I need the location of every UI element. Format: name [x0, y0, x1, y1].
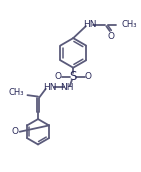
Text: NH: NH — [60, 83, 74, 92]
Text: O: O — [84, 72, 92, 81]
Text: CH₃: CH₃ — [8, 88, 24, 97]
Text: HN: HN — [83, 20, 96, 29]
Text: O: O — [55, 72, 62, 81]
Text: O: O — [11, 127, 18, 136]
Text: O: O — [107, 31, 114, 41]
Text: HN: HN — [43, 83, 57, 92]
Text: S: S — [70, 70, 77, 83]
Text: CH₃: CH₃ — [121, 20, 137, 29]
